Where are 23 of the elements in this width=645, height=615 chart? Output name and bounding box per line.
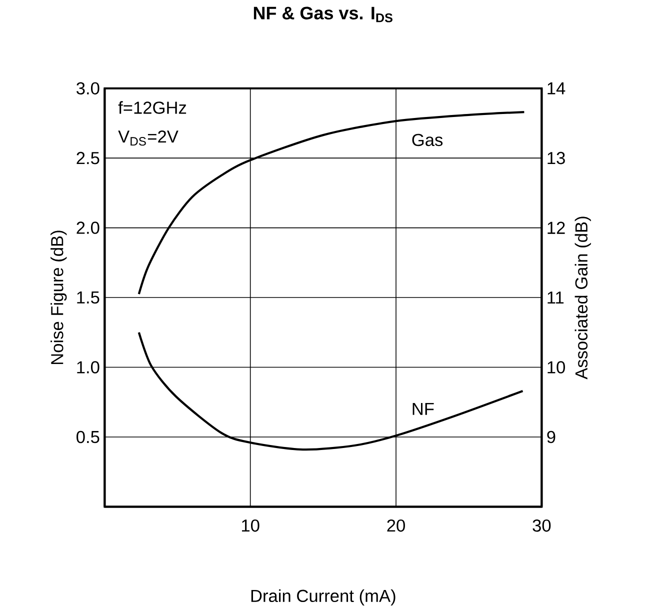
- y2-tick-label: 13: [548, 152, 565, 164]
- x-tick-label: 20: [387, 519, 405, 532]
- x-axis-title: Drain Current (mA): [251, 589, 396, 606]
- x-tick-label: 30: [532, 519, 551, 532]
- y2-tick-label: 14: [548, 82, 566, 94]
- chart-title: NF & Gas vs. I$_{DS}$: [254, 6, 392, 22]
- y-tick-label: 1.5: [77, 291, 100, 304]
- y-tick-label: 0.5: [76, 430, 100, 444]
- y-tick-label: 2.5: [76, 152, 100, 164]
- y2-axis-title: Associated Gain (dB): [574, 216, 591, 380]
- y-tick-label: 2.0: [76, 222, 100, 234]
- series-label: Gas: [412, 134, 443, 146]
- annotation: V$_{DS}$=2V: [118, 130, 178, 146]
- y2-tick-label: 9: [547, 430, 556, 444]
- y2-tick-label: 10: [548, 361, 565, 374]
- y-tick-label: 3.0: [76, 82, 100, 94]
- annotation: f=12GHz: [118, 101, 186, 114]
- y2-tick-label: 12: [548, 222, 565, 234]
- y2-tick-label: 11: [548, 292, 564, 304]
- y-axis-title: Noise Figure (dB): [50, 230, 67, 364]
- series-label: NF: [412, 402, 434, 415]
- y-tick-label: 1.0: [77, 361, 100, 374]
- x-tick-label: 10: [242, 519, 260, 532]
